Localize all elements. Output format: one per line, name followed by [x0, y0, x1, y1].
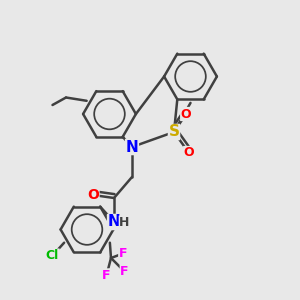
Text: F: F [120, 265, 129, 278]
Text: H: H [119, 216, 130, 229]
Text: N: N [126, 140, 138, 154]
Text: O: O [87, 188, 99, 202]
Text: F: F [119, 247, 127, 260]
Text: O: O [181, 107, 191, 121]
Text: F: F [102, 269, 111, 282]
Text: O: O [184, 146, 194, 160]
Text: N: N [108, 214, 120, 230]
Text: Cl: Cl [46, 249, 59, 262]
Text: S: S [169, 124, 179, 140]
